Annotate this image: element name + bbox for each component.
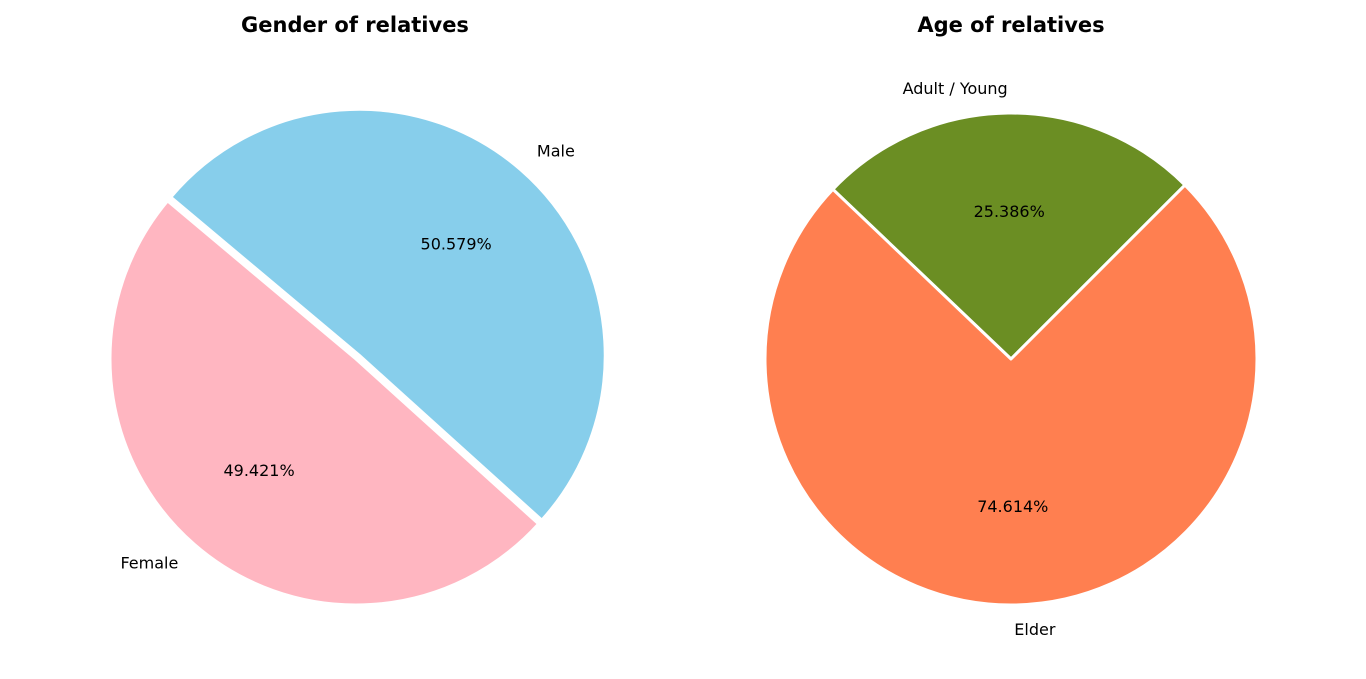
gender-slice-female: [108, 199, 541, 607]
age-pct-label-elder: 74.614%: [977, 497, 1048, 516]
age-slice-label-adult-young: Adult / Young: [903, 79, 1008, 98]
gender-pct-label-female: 49.421%: [223, 461, 294, 480]
age-slice-label-elder: Elder: [1014, 620, 1056, 639]
gender-slice-label-female: Female: [120, 554, 178, 573]
age-pct-label-adult-young: 25.386%: [974, 202, 1045, 221]
gender-pie-labels: 49.421% Female 50.579% Male: [120, 142, 574, 573]
gender-pct-label-male: 50.579%: [421, 234, 492, 253]
age-pie-slices: [763, 111, 1259, 607]
gender-pie-slices: [108, 107, 607, 607]
gender-slice-label-male: Male: [537, 142, 575, 161]
age-slice-adult-young: [831, 111, 1187, 361]
age-pie-chart: Age of relatives 25.386% Adult / Young 74.…: [763, 13, 1259, 639]
gender-slice-male: [169, 107, 607, 522]
gender-pie-chart: Gender of relatives 49.421% Female 50.579%…: [108, 13, 607, 607]
age-chart-title: Age of relatives: [917, 13, 1104, 37]
age-pie-labels: 25.386% Adult / Young 74.614% Elder: [903, 79, 1056, 639]
gender-chart-title: Gender of relatives: [241, 13, 469, 37]
age-slice-elder: [763, 183, 1259, 607]
